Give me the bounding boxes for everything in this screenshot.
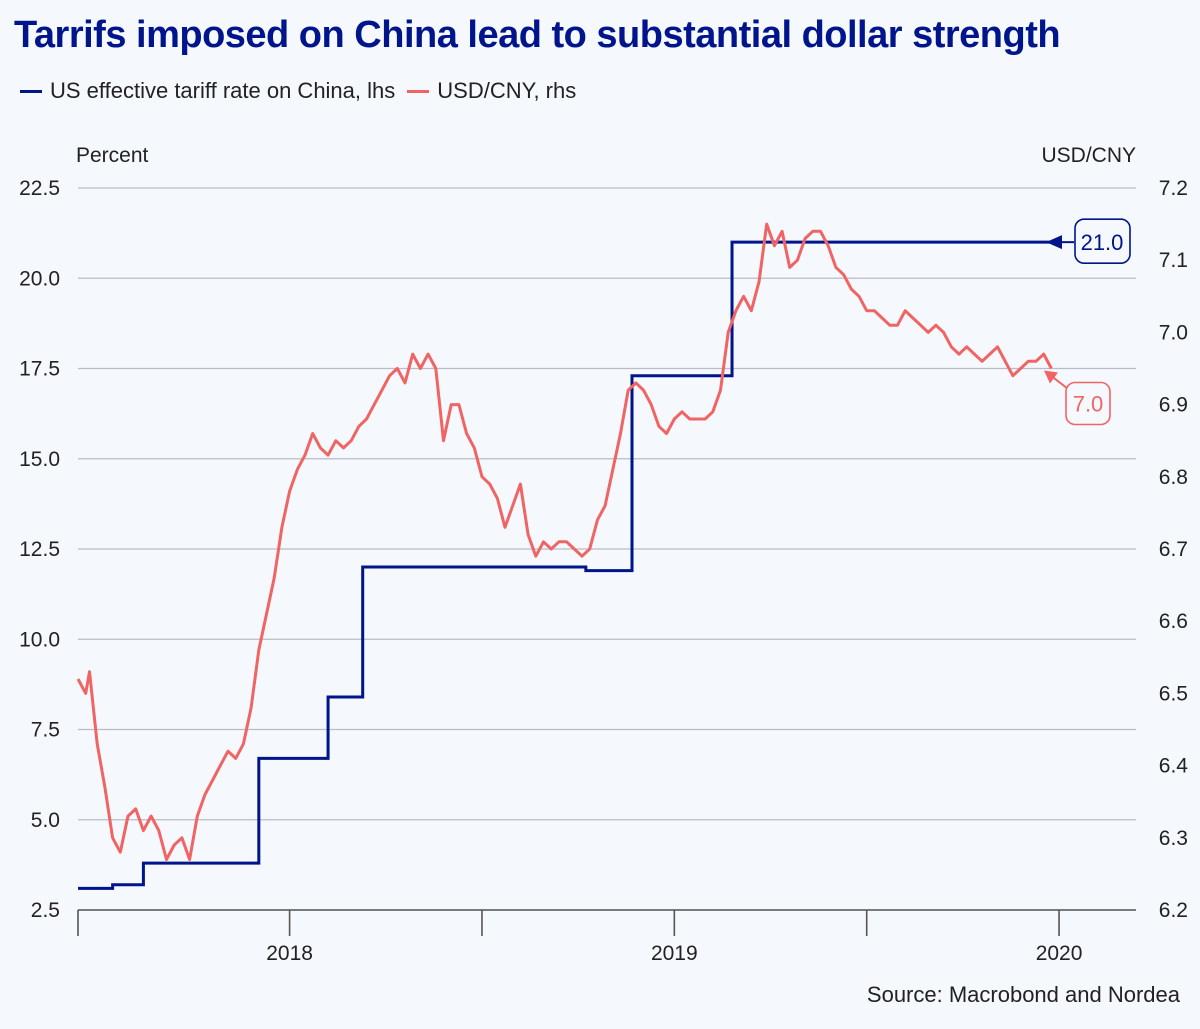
right-axis-title: USD/CNY [1041,144,1136,167]
callout-label-usdcny: 7.0 [1073,392,1104,417]
chart-legend: US effective tariff rate on China, lhs U… [20,78,588,104]
left-tick-label: 5.0 [31,809,60,832]
series-line-tariff [78,240,1056,890]
left-tick-label: 7.5 [31,719,60,742]
x-tick-label: 2019 [651,942,698,965]
gridlines [78,187,1136,911]
legend-swatch-tariff [20,89,42,93]
right-tick-label: 7.1 [1159,249,1188,272]
left-tick-label: 17.5 [19,358,60,381]
source-note: Source: Macrobond and Nordea [866,982,1180,1007]
right-tick-label: 6.5 [1159,682,1188,705]
callout-box-usdcny [1065,381,1111,426]
x-tick-label: 2020 [1036,942,1083,965]
right-tick-label: 7.0 [1159,321,1188,344]
left-tick-label: 2.5 [31,899,60,922]
right-tick-label: 6.4 [1159,755,1189,778]
right-axis-ticks: 6.2 6.3 6.4 6.5 6.6 6.7 6.8 6.9 7.0 7.1 7.2 [1159,177,1189,922]
left-axis-ticks: 2.5 5.0 7.5 10.0 12.5 15.0 17.5 20.0 22.5 [19,177,60,922]
callout-label-tariff: 21.0 [1081,230,1124,255]
left-tick-label: 22.5 [19,177,60,200]
legend-item-usdcny: USD/CNY, rhs [407,78,576,104]
chart-title: Tarrifs imposed on China lead to substan… [14,14,1061,56]
callouts: 21.0 7.0 [1044,218,1131,426]
left-axis-title: Percent [76,144,149,167]
callout-box-tariff [1074,218,1131,264]
legend-swatch-usdcny [407,89,430,93]
right-tick-label: 6.6 [1159,610,1188,633]
series-layer [76,222,1056,890]
right-tick-label: 6.8 [1159,466,1188,489]
x-axis: 2018 2019 2020 [77,909,1136,965]
callout-arrow-usdcny [1044,370,1058,384]
right-tick-label: 6.3 [1159,827,1188,850]
right-tick-label: 6.9 [1159,394,1188,417]
right-tick-label: 6.7 [1159,538,1188,561]
legend-label-tariff: US effective tariff rate on China, lhs [50,78,396,103]
left-tick-label: 20.0 [19,267,60,290]
right-tick-label: 6.2 [1159,899,1188,922]
callout-arrow-tariff [1046,235,1062,250]
series-line-usdcny [76,222,1053,861]
left-tick-label: 10.0 [19,628,60,651]
x-tick-label: 2018 [266,942,313,965]
legend-item-tariff: US effective tariff rate on China, lhs [20,78,395,104]
legend-label-usdcny: USD/CNY, rhs [437,78,577,103]
left-tick-label: 15.0 [19,448,60,471]
left-tick-label: 12.5 [19,538,60,561]
right-tick-label: 7.2 [1159,177,1188,200]
